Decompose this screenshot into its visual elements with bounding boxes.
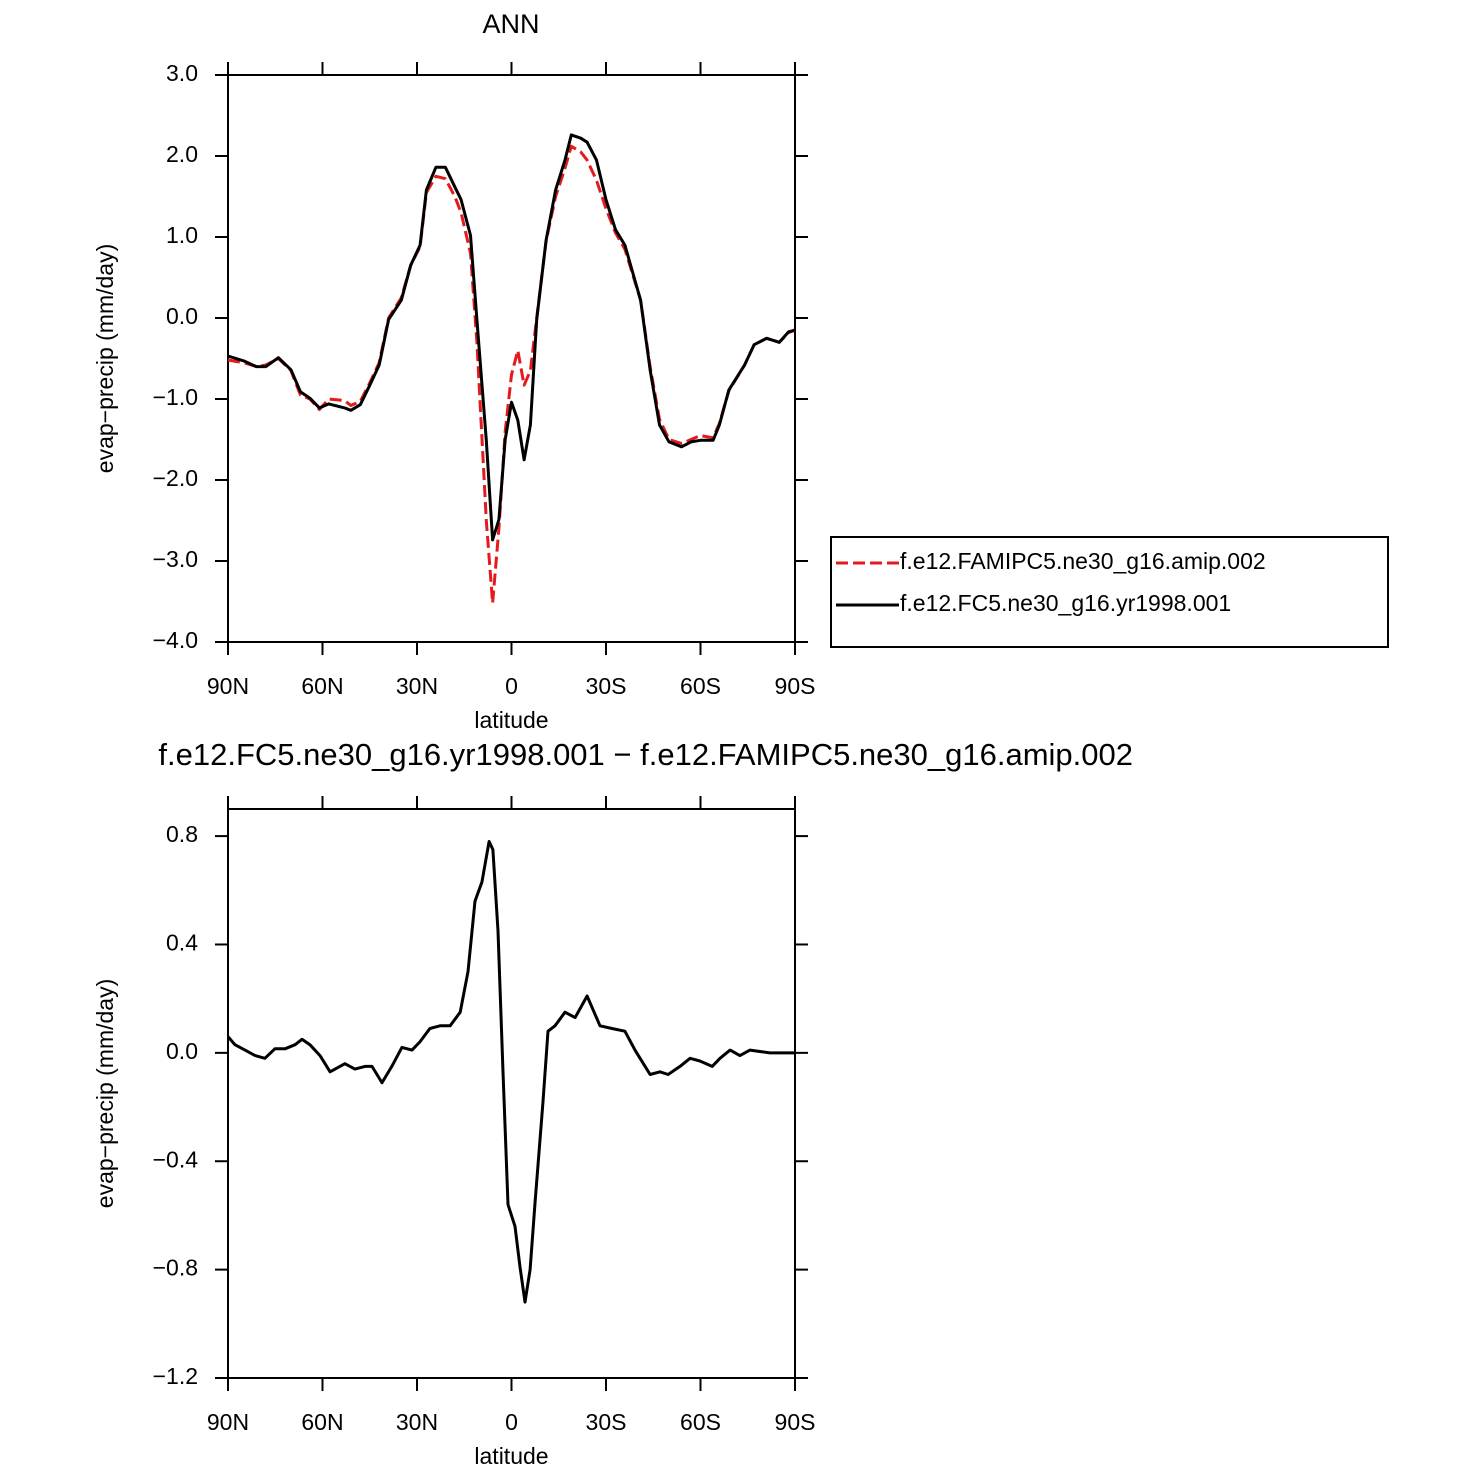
x-tick-label: 60N xyxy=(301,673,343,699)
y-tick-label: −0.4 xyxy=(153,1146,199,1172)
legend-box xyxy=(830,536,1389,648)
x-tick-label: 60S xyxy=(680,1409,721,1435)
y-tick-label: 3.0 xyxy=(166,60,198,86)
y-tick-label: −0.8 xyxy=(153,1255,198,1281)
y-tick-label: −4.0 xyxy=(153,627,198,653)
plot-frame xyxy=(227,808,796,1379)
series-line xyxy=(227,144,796,605)
y-tick-label: 2.0 xyxy=(166,141,198,167)
x-tick-label: 60S xyxy=(680,673,721,699)
x-tick-label: 60N xyxy=(301,1409,343,1435)
x-tick-label: 0 xyxy=(505,1409,518,1435)
x-axis-label: latitude xyxy=(474,1443,548,1469)
y-tick-label: 0.8 xyxy=(166,821,198,847)
series-line xyxy=(226,840,795,1304)
x-tick-label: 90S xyxy=(775,1409,816,1435)
y-tick-label: −2.0 xyxy=(153,465,198,491)
y-tick-label: −1.0 xyxy=(153,384,198,410)
y-axis-label: evap−precip (mm/day) xyxy=(92,244,118,473)
x-tick-label: 90N xyxy=(207,1409,249,1435)
legend-label: f.e12.FC5.ne30_g16.yr1998.001 xyxy=(900,590,1231,616)
y-tick-label: −3.0 xyxy=(153,546,198,572)
series-line xyxy=(227,133,796,542)
y-tick-label: 0.0 xyxy=(166,1038,198,1064)
x-tick-label: 30N xyxy=(396,1409,438,1435)
x-tick-label: 30N xyxy=(396,673,438,699)
x-axis-label: latitude xyxy=(474,707,548,733)
legend-label: f.e12.FAMIPC5.ne30_g16.amip.002 xyxy=(900,548,1266,574)
x-tick-label: 30S xyxy=(586,1409,627,1435)
chart-title: f.e12.FC5.ne30_g16.yr1998.001 − f.e12.FA… xyxy=(158,737,1133,772)
y-tick-label: −1.2 xyxy=(153,1363,198,1389)
x-tick-label: 0 xyxy=(505,673,518,699)
x-tick-label: 30S xyxy=(586,673,627,699)
x-tick-label: 90N xyxy=(207,673,249,699)
plot-frame xyxy=(227,74,796,643)
y-tick-label: 0.4 xyxy=(166,930,198,956)
chart-title: ANN xyxy=(482,9,539,39)
y-tick-label: 1.0 xyxy=(166,222,198,248)
y-axis-label: evap−precip (mm/day) xyxy=(92,979,118,1208)
y-tick-label: 0.0 xyxy=(166,303,198,329)
x-tick-label: 90S xyxy=(775,673,816,699)
